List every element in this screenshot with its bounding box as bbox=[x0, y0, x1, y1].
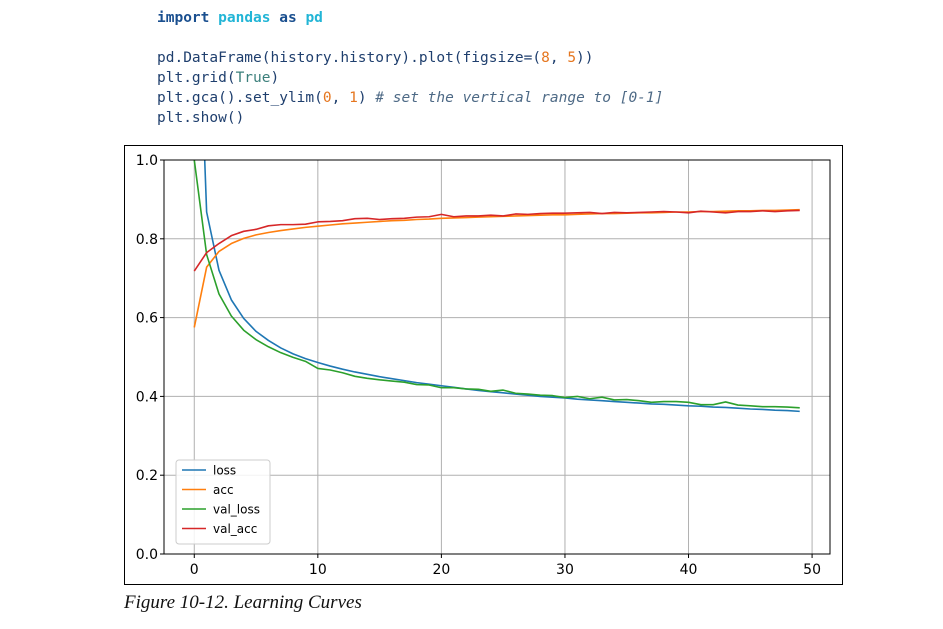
y-tick-label: 0.6 bbox=[136, 311, 158, 327]
axes-spines bbox=[163, 159, 831, 555]
code-line: plt.gca().set_ylim(0, 1) # set the verti… bbox=[157, 88, 663, 108]
series-line-val_acc bbox=[193, 209, 800, 272]
code-line: pd.DataFrame(history.history).plot(figsi… bbox=[157, 48, 663, 68]
code-token: pd.DataFrame(history.history).plot(figsi… bbox=[157, 50, 542, 66]
y-tick-label: 0.2 bbox=[136, 468, 158, 484]
chart-legend: loss acc val_loss val_acc bbox=[175, 459, 271, 545]
code-token: pd bbox=[305, 10, 323, 26]
code-token: ) bbox=[270, 70, 280, 86]
code-token: as bbox=[279, 10, 297, 26]
x-tick-label: 0 bbox=[190, 562, 199, 578]
code-line: plt.grid(True) bbox=[157, 68, 663, 88]
series-line-loss bbox=[203, 160, 800, 413]
code-token bbox=[271, 10, 280, 26]
legend-label-acc: acc bbox=[213, 483, 234, 497]
code-token: True bbox=[235, 70, 271, 86]
code-token: 5 bbox=[567, 50, 577, 66]
x-tick-label: 50 bbox=[803, 562, 821, 578]
legend-box bbox=[175, 459, 271, 545]
series-line-val_loss bbox=[193, 160, 800, 409]
code-line: plt.show() bbox=[157, 108, 663, 128]
x-tick-label: 10 bbox=[309, 562, 327, 578]
y-tick-label: 0.0 bbox=[136, 547, 158, 563]
code-token: plt.gca().set_ylim( bbox=[157, 90, 323, 106]
x-tick-label: 20 bbox=[432, 562, 450, 578]
plot-frame: 0 10 20 30 40 50 0.0 0.2 0.4 0.6 0.8 1.0 loss acc val_… bbox=[124, 145, 843, 585]
code-token: plt.grid( bbox=[157, 70, 236, 86]
code-token: 8 bbox=[541, 50, 550, 66]
x-tick-label: 40 bbox=[680, 562, 698, 578]
code-token: 1 bbox=[349, 90, 358, 106]
code-token: pandas bbox=[218, 10, 271, 26]
code-token: , bbox=[331, 90, 350, 106]
code-token: , bbox=[549, 50, 568, 66]
code-token: 0 bbox=[322, 90, 332, 106]
legend-label-loss: loss bbox=[213, 464, 236, 478]
legend-label-val_loss: val_loss bbox=[213, 503, 260, 517]
y-tick-label: 0.4 bbox=[136, 389, 158, 405]
code-snippet: import pandas as pd pd.DataFrame(history.… bbox=[157, 8, 663, 128]
code-token: )) bbox=[576, 50, 594, 66]
code-token: import bbox=[157, 10, 210, 26]
x-tick-label: 30 bbox=[556, 562, 574, 578]
code-token bbox=[209, 10, 218, 26]
code-line bbox=[157, 28, 663, 48]
learning-curves-chart: 0 10 20 30 40 50 0.0 0.2 0.4 0.6 0.8 1.0 loss acc val_… bbox=[136, 153, 831, 578]
y-tick-label: 0.8 bbox=[136, 232, 158, 248]
code-token: # set the vertical range to [0-1] bbox=[375, 90, 664, 106]
code-token: plt.show() bbox=[157, 110, 245, 126]
y-tick-label: 1.0 bbox=[136, 153, 158, 169]
legend-label-val_acc: val_acc bbox=[213, 522, 257, 536]
code-token: ) bbox=[357, 90, 376, 106]
code-line: import pandas as pd bbox=[157, 8, 663, 28]
figure-caption: Figure 10-12. Learning Curves bbox=[124, 592, 362, 613]
